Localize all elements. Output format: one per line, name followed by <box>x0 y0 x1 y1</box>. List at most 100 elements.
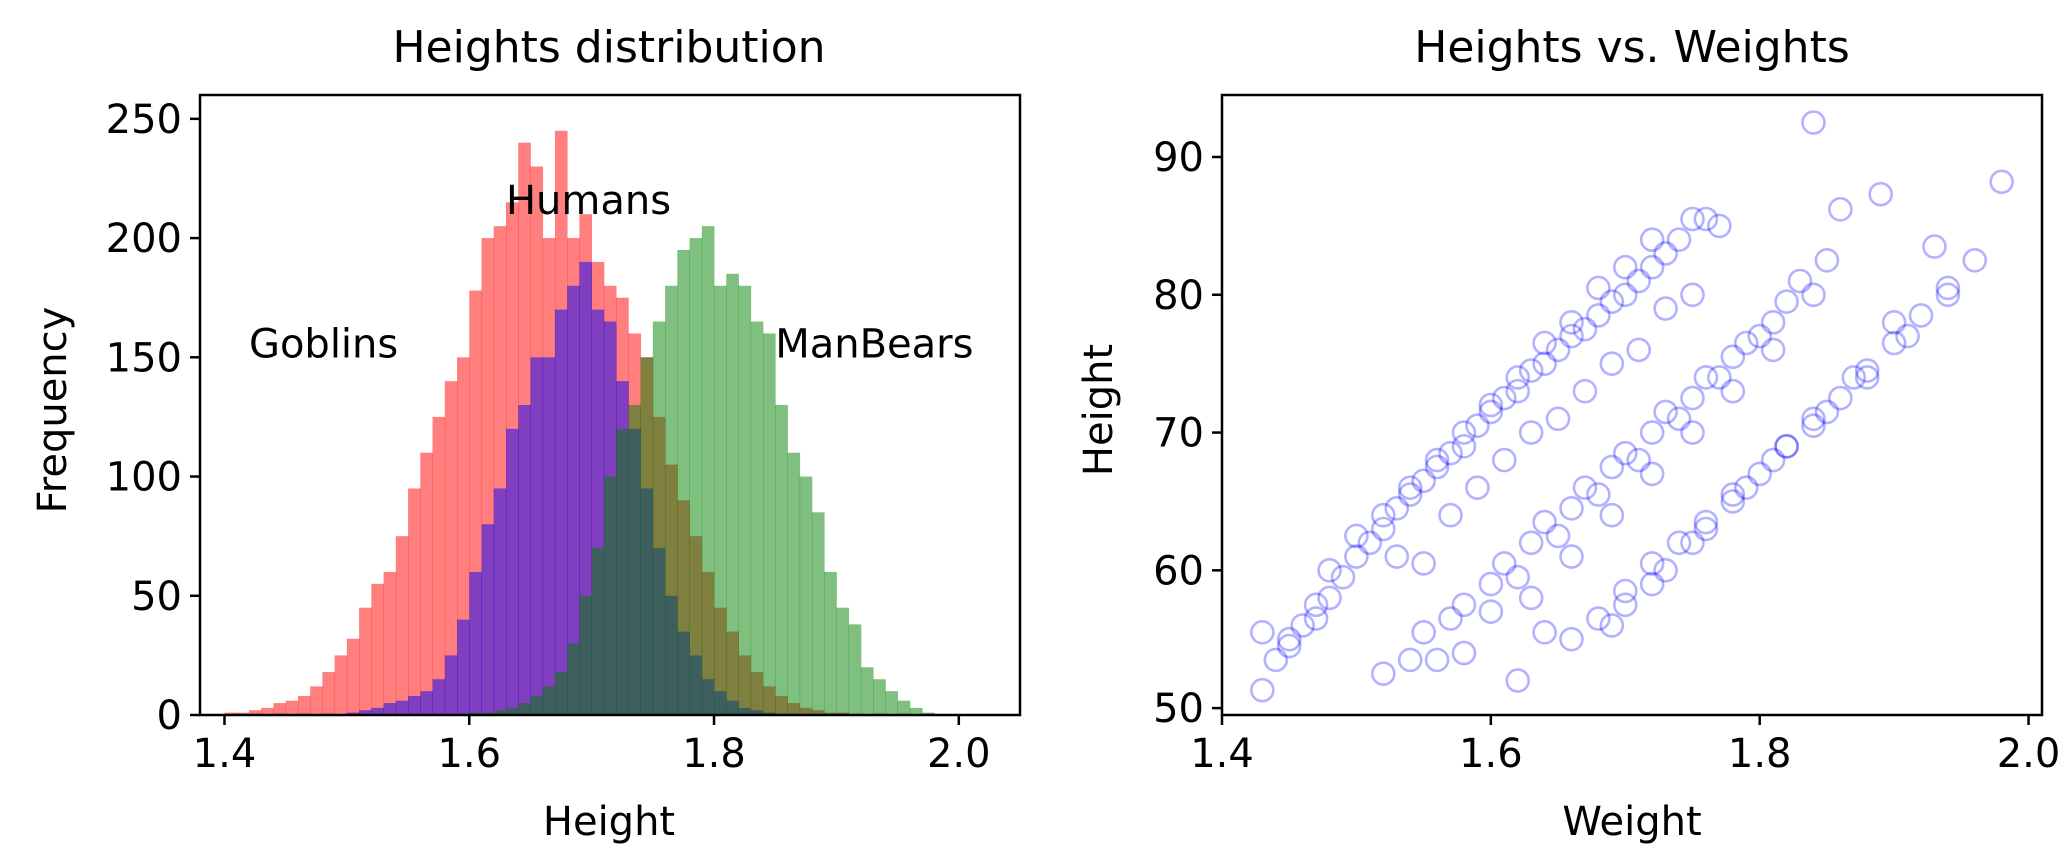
histogram-bar <box>665 285 678 715</box>
histogram-bar <box>444 381 458 715</box>
annotation-humans: Humans <box>506 178 671 224</box>
x-tick-label: 1.8 <box>682 731 746 777</box>
histogram-series-2 <box>469 226 935 716</box>
scatter-point <box>1250 620 1275 645</box>
histogram-bar <box>444 655 458 715</box>
scatter-point <box>1586 303 1611 328</box>
histogram-frame <box>198 93 1022 717</box>
scatter-point <box>1559 496 1584 521</box>
y-tick-label: 200 <box>106 216 182 262</box>
scatter-point <box>1774 289 1799 314</box>
scatter-point <box>1653 399 1678 425</box>
scatter-point <box>1465 413 1490 438</box>
histogram-bar <box>297 695 311 715</box>
scatter-points <box>1250 110 2014 703</box>
scatter-point <box>1371 661 1396 686</box>
histogram-bar <box>518 405 531 715</box>
scatter-point <box>1303 606 1329 631</box>
histogram-bar <box>542 686 556 715</box>
histogram-bar <box>714 285 727 715</box>
scatter-point <box>1693 516 1719 542</box>
histogram-bar <box>420 452 433 715</box>
scatter-point <box>1666 227 1692 252</box>
annotation-goblins: Goblins <box>249 321 398 367</box>
scatter-point <box>1733 330 1759 356</box>
scatter-point <box>1263 647 1289 673</box>
histogram-bar <box>628 405 641 715</box>
histogram-bar <box>750 321 764 715</box>
scatter-point <box>1733 475 1759 500</box>
scatter-point <box>1478 599 1504 624</box>
y-tick-label: 50 <box>1153 686 1204 732</box>
histogram-y-label: Frequency <box>30 307 76 514</box>
scatter-point <box>1935 282 1961 308</box>
scatter-point <box>1707 365 1732 390</box>
histogram-bar <box>359 710 372 715</box>
histogram-y-ticks: 0 50 100 150 200 250 <box>106 97 200 739</box>
scatter-point <box>1828 197 1853 222</box>
scatter-point <box>1612 254 1638 280</box>
histogram-bar <box>481 524 495 715</box>
histogram-bar <box>505 428 519 715</box>
histogram-bar <box>493 488 507 715</box>
scatter-point <box>1653 241 1678 266</box>
histogram-bar <box>554 309 568 715</box>
x-tick-label: 1.4 <box>1190 731 1254 777</box>
scatter-series-0 <box>1250 206 1732 703</box>
histogram-bar <box>567 643 580 715</box>
scatter-point <box>1250 677 1275 703</box>
histogram-bar <box>518 703 531 715</box>
histogram-bar <box>701 226 715 715</box>
histogram-bar <box>726 273 739 715</box>
annotation-manbears: ManBears <box>775 321 973 367</box>
x-tick-label: 1.8 <box>1728 731 1792 777</box>
scatter-point <box>1760 337 1786 363</box>
scatter-point <box>1411 620 1436 645</box>
scatter-point <box>1612 440 1638 466</box>
scatter-point <box>1989 169 2014 195</box>
histogram-bar <box>897 700 911 715</box>
histogram-bar <box>640 357 654 715</box>
scatter-point <box>1612 282 1638 308</box>
scatter-point <box>1344 523 1369 549</box>
scatter-point <box>1491 447 1517 473</box>
histogram-bar <box>408 488 421 715</box>
scatter-point <box>1371 516 1396 542</box>
scatter-point <box>1532 330 1557 356</box>
histogram-bar <box>567 285 580 715</box>
histogram-x-ticks: 1.4 1.6 1.8 2.0 <box>193 715 991 777</box>
histogram-bar <box>248 710 262 715</box>
scatter-point <box>1559 310 1584 335</box>
scatter-point <box>1532 620 1557 645</box>
scatter-point <box>1841 365 1867 390</box>
scatter-point <box>1545 337 1571 363</box>
histogram-bar <box>762 333 776 715</box>
histogram-bar <box>775 405 788 715</box>
scatter-x-ticks: 1.4 1.6 1.8 2.0 <box>1190 715 2060 777</box>
x-tick-label: 1.4 <box>193 731 257 777</box>
scatter-point <box>1397 482 1423 507</box>
histogram-bar <box>530 695 544 715</box>
scatter-point <box>1760 447 1786 473</box>
y-tick-label: 50 <box>131 574 182 620</box>
histogram-bar <box>346 638 360 715</box>
scatter-point <box>1384 496 1410 521</box>
scatter-point <box>1545 523 1571 549</box>
scatter-point <box>1707 213 1732 239</box>
scatter-point <box>1438 502 1463 528</box>
scatter-point <box>1868 181 1893 207</box>
histogram-bar <box>579 595 593 715</box>
scatter-point <box>1371 502 1396 528</box>
y-tick-label: 70 <box>1153 411 1204 457</box>
scatter-point <box>1653 296 1678 321</box>
scatter-point <box>1760 310 1786 335</box>
scatter-point <box>1962 248 1988 273</box>
scatter-point <box>1438 440 1463 466</box>
scatter-point <box>1747 461 1773 487</box>
scatter-point <box>1586 482 1611 507</box>
scatter-y-label: Height <box>1076 344 1122 476</box>
histogram-bar <box>787 452 801 715</box>
scatter-point <box>1559 544 1584 569</box>
x-tick-label: 1.6 <box>1459 731 1523 777</box>
